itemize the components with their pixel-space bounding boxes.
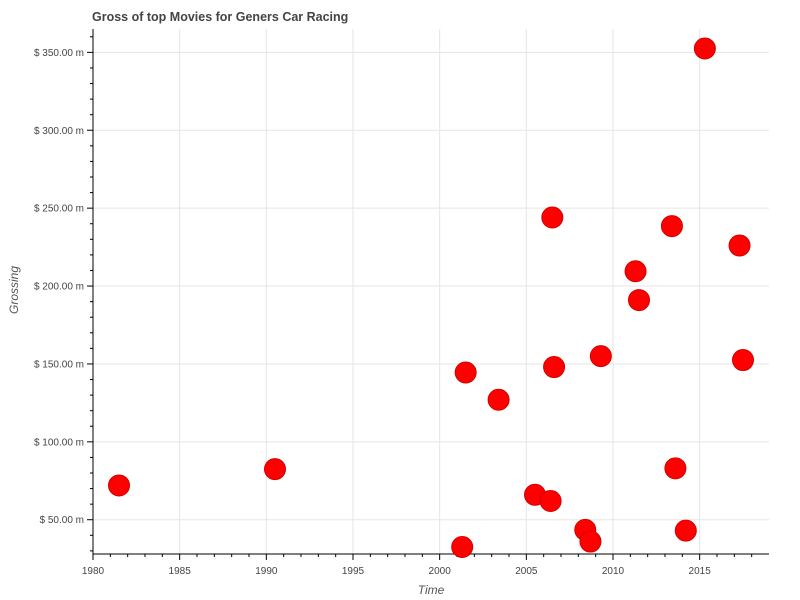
y-tick-label: $ 100.00 m (34, 437, 84, 448)
x-tick-label: 1995 (342, 566, 365, 577)
data-point (624, 260, 647, 283)
y-tick-label: $ 50.00 m (40, 515, 84, 526)
data-point (728, 234, 751, 257)
x-tick-label: 2005 (515, 566, 538, 577)
y-axis-label: Grossing (7, 266, 21, 314)
data-point (589, 345, 612, 368)
data-point (664, 457, 687, 480)
data-point (660, 215, 683, 238)
x-tick-label: 2015 (689, 566, 712, 577)
data-point (543, 356, 566, 379)
data-point (628, 289, 650, 312)
y-tick-label: $ 150.00 m (34, 359, 84, 370)
x-tick-label: 1980 (82, 566, 105, 577)
axes: 1980 1985 1990 1995 2000 2005 2010 2015 $ 50.00 … (34, 29, 769, 577)
data-point (264, 458, 286, 481)
x-tick-label: 1985 (169, 566, 192, 577)
data-point (579, 530, 602, 553)
x-axis-label: Time (418, 583, 445, 597)
data-point (454, 361, 477, 384)
data-point (539, 490, 562, 513)
y-tick-label: $ 350.00 m (34, 48, 84, 59)
data-point (108, 474, 130, 497)
data-point (451, 535, 474, 558)
data-point (487, 388, 510, 411)
x-tick-label: 1990 (255, 566, 278, 577)
y-tick-label: $ 300.00 m (34, 126, 84, 137)
chart-title: Gross of top Movies for Geners Car Racin… (92, 10, 349, 24)
data-point (674, 519, 697, 542)
y-tick-label: $ 250.00 m (34, 204, 84, 215)
data-points (108, 37, 754, 558)
grid-lines (92, 29, 769, 554)
data-point (541, 206, 564, 229)
data-point (732, 349, 754, 372)
data-point (693, 37, 716, 60)
y-tick-label: $ 200.00 m (34, 282, 84, 293)
x-tick-label: 2000 (429, 566, 452, 577)
x-tick-label: 2010 (602, 566, 625, 577)
